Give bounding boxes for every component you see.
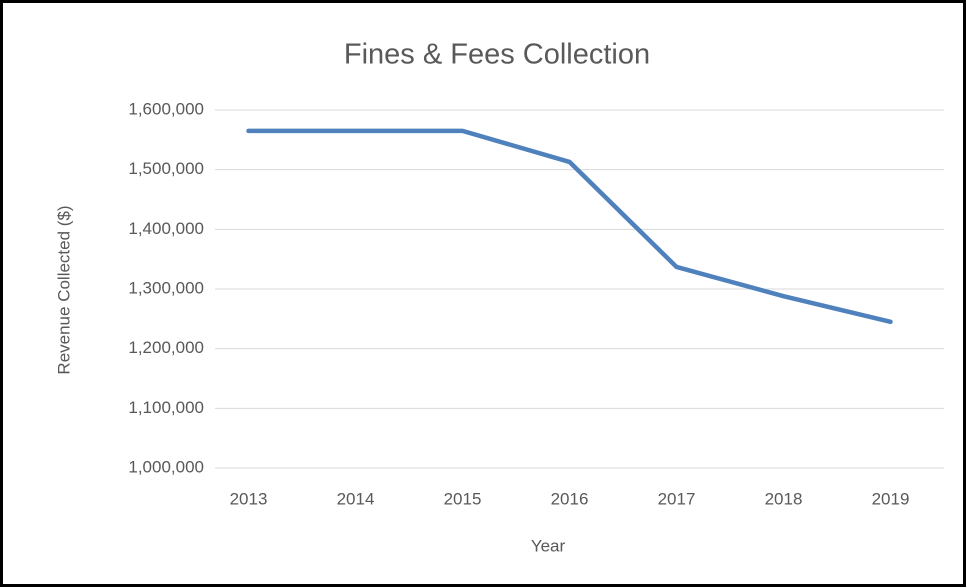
y-tick-label: 1,100,000	[128, 398, 204, 417]
y-tick-label: 1,500,000	[128, 159, 204, 178]
x-tick-label: 2019	[872, 489, 910, 508]
y-tick-label: 1,600,000	[128, 99, 204, 118]
x-tick-label: 2018	[765, 489, 803, 508]
y-tick-label: 1,000,000	[128, 457, 204, 476]
y-axis-title: Revenue Collected ($)	[54, 205, 73, 374]
x-tick-label: 2013	[230, 489, 268, 508]
y-tick-label: 1,300,000	[128, 278, 204, 297]
x-axis-title: Year	[531, 536, 566, 555]
y-tick-label: 1,200,000	[128, 338, 204, 357]
x-tick-label: 2017	[658, 489, 696, 508]
x-tick-label: 2016	[551, 489, 589, 508]
y-tick-label: 1,400,000	[128, 219, 204, 238]
x-tick-label: 2014	[337, 489, 375, 508]
x-tick-label: 2015	[444, 489, 482, 508]
chart-title: Fines & Fees Collection	[344, 39, 650, 71]
data-line	[246, 128, 893, 325]
